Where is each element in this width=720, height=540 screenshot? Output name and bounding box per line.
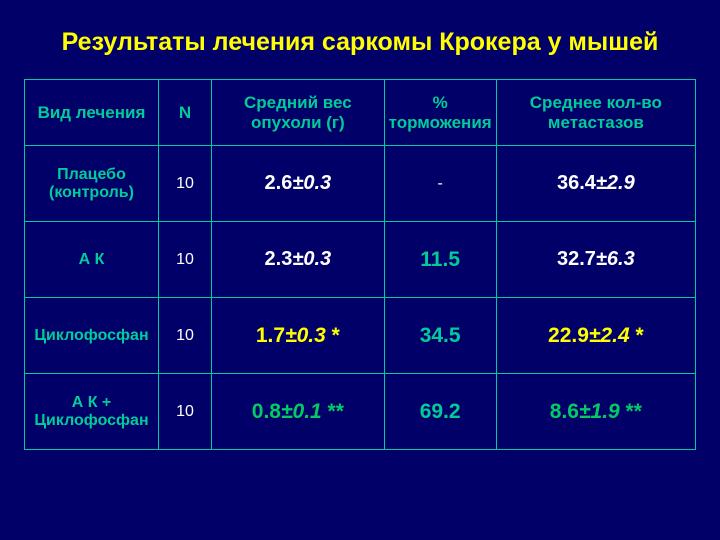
cell-weight: 2.3±0.3 bbox=[212, 222, 385, 298]
cell-n: 10 bbox=[158, 298, 211, 374]
cell-n: 10 bbox=[158, 374, 211, 450]
results-table: Вид лечения N Средний вес опухоли (г) % … bbox=[24, 79, 696, 450]
cell-treatment: Плацебо (контроль) bbox=[25, 146, 159, 222]
header-treatment: Вид лечения bbox=[25, 80, 159, 146]
table-row: Циклофосфан101.7±0.3 *34.522.9±2.4 * bbox=[25, 298, 696, 374]
cell-inhibition: 11.5 bbox=[384, 222, 496, 298]
header-inhibition: % торможения bbox=[384, 80, 496, 146]
cell-inhibition: 69.2 bbox=[384, 374, 496, 450]
table-header-row: Вид лечения N Средний вес опухоли (г) % … bbox=[25, 80, 696, 146]
cell-inhibition: 34.5 bbox=[384, 298, 496, 374]
cell-metastases: 36.4±2.9 bbox=[496, 146, 695, 222]
cell-n: 10 bbox=[158, 146, 211, 222]
cell-treatment: А К + Циклофосфан bbox=[25, 374, 159, 450]
table-row: А К102.3±0.311.532.7±6.3 bbox=[25, 222, 696, 298]
table-container: Вид лечения N Средний вес опухоли (г) % … bbox=[0, 79, 720, 450]
slide-title: Результаты лечения саркомы Крокера у мыш… bbox=[0, 0, 720, 79]
cell-n: 10 bbox=[158, 222, 211, 298]
cell-treatment: А К bbox=[25, 222, 159, 298]
header-metastases: Среднее кол-во метастазов bbox=[496, 80, 695, 146]
cell-weight: 0.8±0.1 ** bbox=[212, 374, 385, 450]
cell-inhibition: - bbox=[384, 146, 496, 222]
cell-metastases: 22.9±2.4 * bbox=[496, 298, 695, 374]
header-n: N bbox=[158, 80, 211, 146]
header-weight: Средний вес опухоли (г) bbox=[212, 80, 385, 146]
cell-metastases: 8.6±1.9 ** bbox=[496, 374, 695, 450]
cell-weight: 2.6±0.3 bbox=[212, 146, 385, 222]
cell-treatment: Циклофосфан bbox=[25, 298, 159, 374]
table-row: А К + Циклофосфан100.8±0.1 **69.28.6±1.9… bbox=[25, 374, 696, 450]
table-row: Плацебо (контроль)102.6±0.3-36.4±2.9 bbox=[25, 146, 696, 222]
cell-weight: 1.7±0.3 * bbox=[212, 298, 385, 374]
cell-metastases: 32.7±6.3 bbox=[496, 222, 695, 298]
